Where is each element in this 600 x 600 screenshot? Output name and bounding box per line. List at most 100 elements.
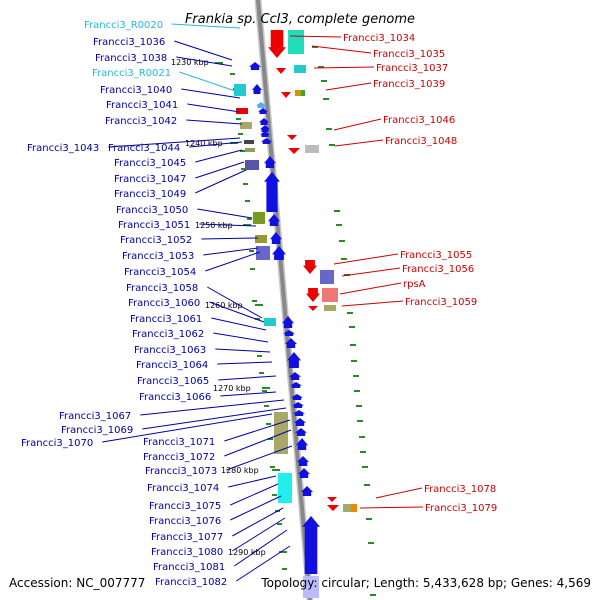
- gene-1039b-box: [295, 90, 301, 96]
- right-tick-14: [351, 360, 357, 362]
- right-gene-label-9: Francci3_1059: [405, 297, 477, 308]
- left-leader-line-10: [195, 161, 245, 179]
- left-leader-line-37: [236, 545, 291, 582]
- left-gene-label-32: Francci3_1075: [149, 501, 221, 512]
- left-gene-label-8: Francci3_1044: [108, 143, 180, 154]
- left-leader-line-9: [195, 149, 243, 163]
- left-gene-label-30: Francci3_1073: [145, 466, 217, 477]
- left-leader-line-16: [205, 251, 261, 272]
- left-tick-7: [245, 200, 250, 202]
- left-leader-line-33: [230, 495, 282, 521]
- rna-0021-box: [234, 84, 246, 96]
- right-gene-label-2: Francci3_1037: [376, 63, 448, 74]
- left-leader-line-19: [211, 317, 267, 331]
- gene-1043-box: [240, 122, 252, 129]
- left-tick-8: [247, 218, 252, 220]
- right-gene-label-8: rpsA: [403, 279, 426, 290]
- gene-1070-box: [274, 412, 288, 454]
- left-gene-label-11: Francci3_1049: [114, 189, 186, 200]
- gene-1041-box: [236, 108, 248, 114]
- left-gene-label-19: Francci3_1061: [130, 314, 202, 325]
- left-tick-16: [264, 405, 269, 407]
- scale-label-1: 1240 kbp: [185, 139, 223, 148]
- gene-1082-box: [303, 576, 319, 598]
- left-leader-line-32: [230, 483, 279, 506]
- left-gene-label-35: Francci3_1080: [151, 547, 223, 558]
- left-gene-label-12: Francci3_1050: [116, 205, 188, 216]
- left-tick-11: [252, 300, 257, 302]
- left-tick-20: [272, 494, 277, 496]
- gene-1055-arrow: [303, 260, 317, 274]
- right-tick-13: [350, 344, 356, 346]
- left-leader-line-30: [226, 445, 293, 471]
- left-gene-label-20: Francci3_1062: [132, 329, 204, 340]
- left-leader-line-20: [213, 332, 269, 343]
- left-gene-label-3: Francci3_R0021: [92, 68, 171, 79]
- scale-label-4: 1270 kbp: [213, 384, 251, 393]
- right-tick-2: [321, 80, 327, 82]
- right-tick-20: [360, 451, 366, 453]
- left-tick-14: [259, 372, 264, 374]
- left-tick-10: [250, 268, 255, 270]
- left-tick-5: [241, 168, 246, 170]
- left-gene-label-28: Francci3_1071: [143, 437, 215, 448]
- right-tick-6: [334, 210, 340, 212]
- right-tick-24: [368, 542, 374, 544]
- left-tick-6: [243, 183, 248, 185]
- left-gene-label-25: Francci3_1067: [59, 411, 131, 422]
- gene-1061b-arrow: [282, 316, 294, 328]
- left-tick-12: [255, 318, 260, 320]
- page-title: Frankia sp. CcI3, complete genome: [185, 12, 415, 27]
- gene-1041b-arrow: [256, 102, 266, 108]
- right-leader-line-5: [334, 139, 384, 147]
- left-gene-label-5: Francci3_1041: [106, 100, 178, 111]
- scale-label-3: 1260 kbp: [205, 301, 243, 310]
- right-leader-line-9: [341, 300, 404, 307]
- right-tick-9: [341, 258, 347, 260]
- right-tick-21: [362, 466, 368, 468]
- left-gene-label-17: Francci3_1058: [126, 283, 198, 294]
- right-tick-25: [370, 594, 376, 596]
- right-tick-3: [323, 98, 329, 100]
- left-gene-label-22: Francci3_1064: [136, 360, 208, 371]
- gene-1061-box: [264, 318, 276, 326]
- gene-1037-box: [294, 65, 306, 73]
- gene-1052-box: [255, 235, 267, 243]
- gene-1072-arrow: [295, 428, 307, 436]
- left-leader-line-22: [217, 361, 273, 365]
- gene-1047-box: [245, 160, 259, 170]
- label-lines-layer: [102, 23, 424, 582]
- left-gene-label-7: Francci3_1043: [27, 143, 99, 154]
- gene-1067b-arrow: [292, 402, 304, 408]
- left-leader-line-1: [174, 40, 233, 61]
- right-gene-label-5: Francci3_1048: [385, 136, 457, 147]
- feature-layer: [234, 30, 357, 598]
- gene-1074-box: [278, 473, 292, 503]
- left-leader-line-34: [232, 507, 284, 537]
- gene-1049-arrow: [264, 172, 280, 212]
- left-leader-line-13: [199, 223, 257, 227]
- right-leader-line-0: [289, 35, 342, 38]
- left-gene-label-14: Francci3_1052: [120, 235, 192, 246]
- right-leader-line-2: [313, 66, 375, 69]
- gene-1064-arrow: [287, 352, 301, 368]
- gene-1047b-arrow: [264, 156, 276, 168]
- left-gene-label-16: Francci3_1054: [124, 267, 196, 278]
- left-leader-line-17: [207, 286, 263, 319]
- gene-1069-arrow: [293, 410, 305, 416]
- left-leader-line-18: [209, 301, 265, 323]
- left-gene-label-21: Francci3_1063: [134, 345, 206, 356]
- left-gene-label-10: Francci3_1047: [114, 174, 186, 185]
- left-gene-label-37: Francci3_1082: [155, 577, 227, 588]
- left-leader-line-0: [171, 23, 241, 29]
- label-layer: Francci3_R0020 Francci3_1036 Francci3_1038…: [21, 20, 497, 588]
- backbone-line: [256, 0, 312, 600]
- gene-1050-box: [253, 212, 265, 224]
- gene-1059-arrow: [308, 306, 318, 311]
- gene-1053-arrow: [270, 232, 282, 244]
- left-leader-line-35: [232, 517, 286, 552]
- scale-label-0: 1230 kbp: [171, 58, 209, 67]
- right-gene-label-4: Francci3_1046: [383, 115, 455, 126]
- left-gene-label-26: Francci3_1069: [61, 425, 133, 436]
